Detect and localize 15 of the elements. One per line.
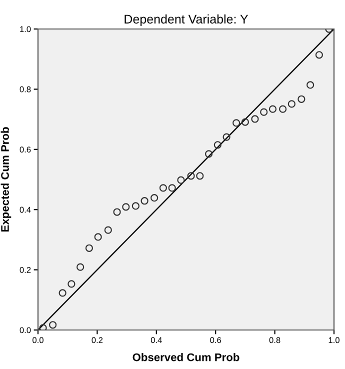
x-tick-label: 0.4 xyxy=(150,337,162,344)
x-tick-label: 0.2 xyxy=(92,337,103,344)
y-tick-label: 0.0 xyxy=(20,327,31,334)
y-axis-title: Expected Cum Prob xyxy=(0,127,12,232)
chart-title: Dependent Variable: Y xyxy=(124,14,248,26)
x-tick-label: 1.0 xyxy=(328,337,340,344)
x-tick-label: 0.0 xyxy=(32,337,44,344)
y-tick-label: 0.4 xyxy=(20,206,31,213)
y-tick-label: 1.0 xyxy=(20,26,31,32)
x-tick-label: 0.8 xyxy=(269,337,280,344)
x-axis-title: Observed Cum Prob xyxy=(132,353,240,362)
y-tick-label: 0.8 xyxy=(20,86,31,92)
x-tick-label: 0.6 xyxy=(210,337,222,344)
y-tick-label: 0.6 xyxy=(20,146,31,152)
y-tick-label: 0.2 xyxy=(20,267,31,273)
